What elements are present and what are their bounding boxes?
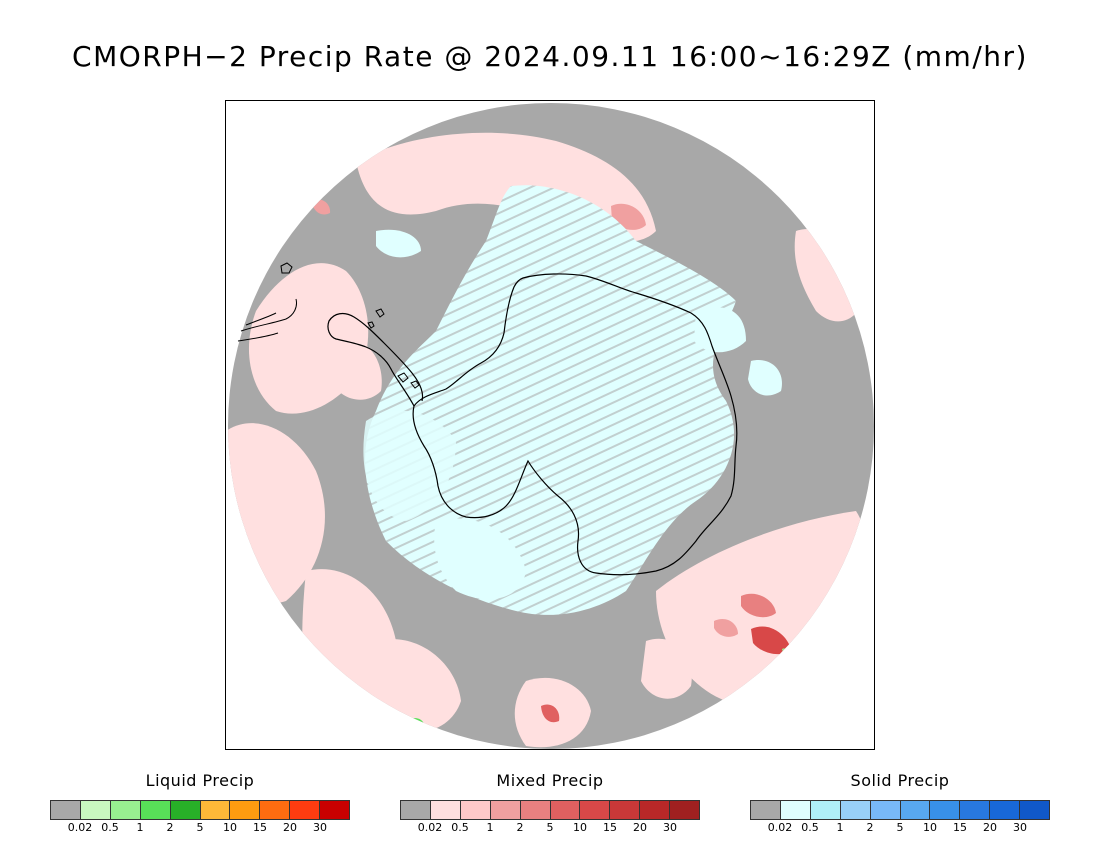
antarctica-coastline [412,273,738,576]
legend-solid-swatch [840,801,871,819]
legend-solid-tick-label: 10 [923,821,937,834]
legend-liquid-tick-label: 5 [196,821,204,834]
legend-mixed-swatch [490,801,521,819]
legend-liquid: Liquid Precip 0.02 0.5 1 2 5 10 15 20 30 [50,770,350,835]
precip-field [228,103,874,749]
legend-mixed-ticks: 0.02 0.5 1 2 5 10 15 20 30 [400,821,700,835]
legend-solid-tick-label: 15 [953,821,967,834]
legend-mixed-swatch [460,801,491,819]
legend-mixed-tick-label: 0.5 [451,821,469,834]
legend-solid-swatch [990,801,1021,819]
legend-liquid-swatch [200,801,231,819]
legend-mixed-swatch [430,801,461,819]
legend-mixed: Mixed Precip 0.02 0.5 1 2 5 10 15 20 30 [400,770,700,835]
legend-solid-swatch [780,801,811,819]
legend-mixed-tick-label: 0.02 [417,821,443,834]
legend-mixed-tick-label: 10 [573,821,587,834]
legend-solid-swatch [810,801,841,819]
falkland-islands [280,262,293,274]
legend-liquid-colorbar [50,800,350,820]
legend-solid-swatch [1020,801,1050,819]
legend-mixed-colorbar [400,800,700,820]
legend-solid-tick-label: 0.02 [767,821,793,834]
legend-mixed-swatch [610,801,641,819]
legend-liquid-swatch [320,801,350,819]
legend-mixed-swatch [401,801,431,819]
polar-map-svg [228,103,874,749]
legend-solid-tick-label: 1 [836,821,844,834]
legend-solid-tick-label: 30 [1013,821,1027,834]
legend-mixed-tick-label: 20 [633,821,647,834]
legend-liquid-tick-label: 0.5 [101,821,119,834]
legend-solid-ticks: 0.02 0.5 1 2 5 10 15 20 30 [750,821,1050,835]
legend-solid-tick-label: 20 [983,821,997,834]
legend-solid-swatch [930,801,961,819]
peninsula-islands [367,308,420,389]
legend-liquid-tick-label: 1 [136,821,144,834]
legend-liquid-swatch [230,801,261,819]
legend-liquid-tick-label: 0.02 [67,821,93,834]
legend-liquid-title: Liquid Precip [145,771,255,790]
legend-solid: Solid Precip 0.02 0.5 1 2 5 10 15 20 30 [750,770,1050,835]
legend-liquid-tick-label: 10 [223,821,237,834]
legend-solid-swatch [751,801,781,819]
legend-solid-swatch [900,801,931,819]
legend-mixed-swatch [520,801,551,819]
solid-precip-areas [363,185,782,615]
legend-liquid-tick-label: 20 [283,821,297,834]
legend-mixed-title: Mixed Precip [496,771,604,790]
legend-solid-tick-label: 2 [866,821,874,834]
south-america-coastline [237,298,297,342]
legend-liquid-swatch [140,801,171,819]
legend-solid-title: Solid Precip [850,771,950,790]
legend-liquid-tick-label: 15 [253,821,267,834]
legend-liquid-ticks: 0.02 0.5 1 2 5 10 15 20 30 [50,821,350,835]
legend-liquid-swatch [290,801,321,819]
legend-liquid-swatch [260,801,291,819]
legend-mixed-tick-label: 5 [546,821,554,834]
legend-mixed-tick-label: 30 [663,821,677,834]
legend-mixed-swatch [670,801,700,819]
legend-liquid-swatch [110,801,141,819]
legend-mixed-tick-label: 2 [516,821,524,834]
legend-solid-swatch [870,801,901,819]
legend-solid-tick-label: 0.5 [801,821,819,834]
legend-solid-tick-label: 5 [896,821,904,834]
legend-mixed-tick-label: 1 [486,821,494,834]
legend-mixed-swatch [640,801,671,819]
legend-mixed-swatch [580,801,611,819]
precip-map [225,100,875,750]
legend-liquid-swatch [51,801,81,819]
antarctic-peninsula-coastline [327,312,424,407]
map-title: CMORPH−2 Precip Rate @ 2024.09.11 16:00~… [72,40,1028,73]
legend-liquid-tick-label: 2 [166,821,174,834]
legend-liquid-swatch [80,801,111,819]
legend-solid-colorbar [750,800,1050,820]
legend-mixed-tick-label: 15 [603,821,617,834]
legend-liquid-tick-label: 30 [313,821,327,834]
legend-solid-swatch [960,801,991,819]
legend-mixed-swatch [550,801,581,819]
legend-liquid-swatch [170,801,201,819]
